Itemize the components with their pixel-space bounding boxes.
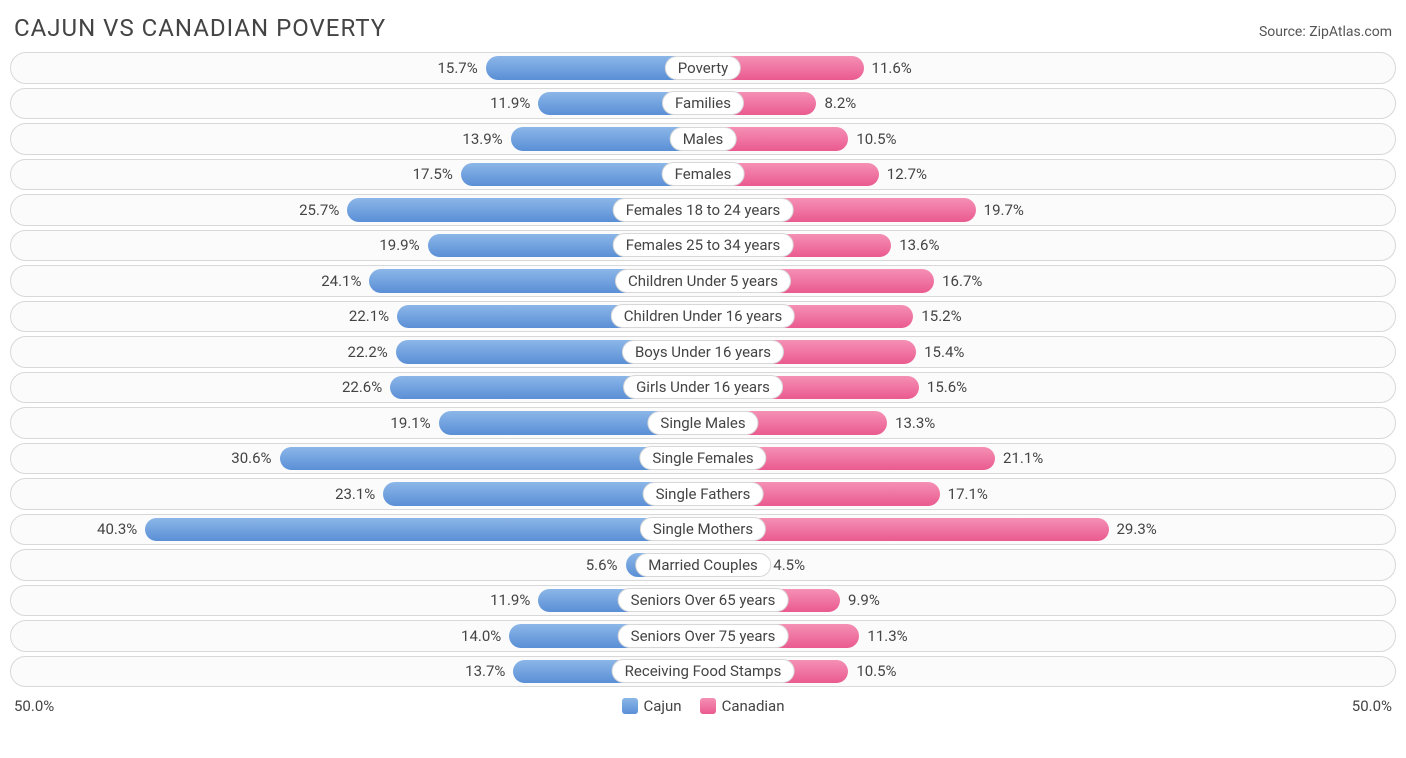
value-label-cajun: 5.6% [586, 550, 618, 580]
value-label-canadian: 21.1% [1003, 444, 1043, 474]
value-label-cajun: 19.1% [390, 408, 430, 438]
value-label-canadian: 19.7% [984, 195, 1024, 225]
value-label-canadian: 13.6% [899, 231, 939, 261]
chart-row: 19.1% 13.3% Single Males [10, 407, 1396, 439]
value-label-cajun: 23.1% [335, 479, 375, 509]
category-label: Single Females [639, 446, 766, 470]
category-label: Families [662, 91, 744, 115]
chart-header: CAJUN VS CANADIAN POVERTY Source: ZipAtl… [10, 14, 1396, 52]
value-label-cajun: 22.1% [349, 302, 389, 332]
chart-row: 5.6% 4.5%Married Couples [10, 549, 1396, 581]
chart-row: 24.1% 16.7% Children Under 5 years [10, 265, 1396, 297]
legend-item-canadian: Canadian [700, 697, 785, 715]
value-label-canadian: 15.4% [924, 337, 964, 367]
category-label: Single Mothers [640, 517, 766, 541]
chart-title: CAJUN VS CANADIAN POVERTY [14, 14, 386, 42]
value-label-canadian: 15.6% [927, 373, 967, 403]
chart-row: 25.7% 19.7% Females 18 to 24 years [10, 194, 1396, 226]
category-label: Females 25 to 34 years [613, 233, 794, 257]
chart-row: 13.9% 10.5% Males [10, 123, 1396, 155]
chart-row: 17.5% 12.7% Females [10, 159, 1396, 191]
value-label-canadian: 12.7% [887, 160, 927, 190]
legend-swatch-canadian [700, 698, 716, 714]
value-label-cajun: 22.2% [348, 337, 388, 367]
value-label-canadian: 4.5% [773, 550, 805, 580]
value-label-canadian: 9.9% [848, 586, 880, 616]
chart-row: 15.7% 11.6% Poverty [10, 52, 1396, 84]
category-label: Boys Under 16 years [622, 340, 784, 364]
value-label-canadian: 17.1% [948, 479, 988, 509]
category-label: Seniors Over 65 years [618, 588, 789, 612]
category-label: Receiving Food Stamps [612, 659, 795, 683]
value-label-cajun: 19.9% [379, 231, 419, 261]
value-label-cajun: 11.9% [490, 586, 530, 616]
category-label: Children Under 5 years [615, 269, 791, 293]
chart-row: 30.6% 21.1% Single Females [10, 443, 1396, 475]
category-label: Single Males [647, 411, 758, 435]
category-label: Single Fathers [643, 482, 764, 506]
chart-row: 22.6% 15.6% Girls Under 16 years [10, 372, 1396, 404]
chart-row: 14.0% 11.3% Seniors Over 75 years [10, 620, 1396, 652]
chart-source: Source: ZipAtlas.com [1259, 24, 1392, 40]
chart-row: 11.9% 9.9% Seniors Over 65 years [10, 585, 1396, 617]
value-label-canadian: 11.3% [867, 621, 907, 651]
value-label-cajun: 11.9% [490, 89, 530, 119]
category-label: Girls Under 16 years [623, 375, 783, 399]
value-label-canadian: 29.3% [1117, 515, 1157, 545]
chart-row: 19.9% 13.6% Females 25 to 34 years [10, 230, 1396, 262]
value-label-cajun: 15.7% [437, 53, 477, 83]
value-label-canadian: 13.3% [895, 408, 935, 438]
value-label-canadian: 16.7% [942, 266, 982, 296]
value-label-canadian: 10.5% [856, 124, 896, 154]
bar-cajun [145, 518, 703, 542]
chart-footer: 50.0% Cajun Canadian 50.0% [10, 691, 1396, 715]
value-label-cajun: 24.1% [321, 266, 361, 296]
value-label-canadian: 8.2% [824, 89, 856, 119]
chart-row: 13.7% 10.5% Receiving Food Stamps [10, 656, 1396, 688]
value-label-cajun: 13.9% [462, 124, 502, 154]
value-label-canadian: 10.5% [856, 657, 896, 687]
category-label: Males [670, 127, 737, 151]
axis-right-max: 50.0% [1352, 697, 1392, 715]
legend-label-cajun: Cajun [644, 697, 682, 715]
value-label-cajun: 25.7% [299, 195, 339, 225]
legend-swatch-cajun [622, 698, 638, 714]
category-label: Seniors Over 75 years [618, 624, 789, 648]
value-label-cajun: 14.0% [461, 621, 501, 651]
chart-row: 23.1% 17.1% Single Fathers [10, 478, 1396, 510]
value-label-cajun: 13.7% [465, 657, 505, 687]
legend-item-cajun: Cajun [622, 697, 682, 715]
chart-row: 22.2% 15.4% Boys Under 16 years [10, 336, 1396, 368]
value-label-cajun: 17.5% [413, 160, 453, 190]
axis-left-max: 50.0% [14, 697, 54, 715]
chart-row: 11.9% 8.2% Families [10, 88, 1396, 120]
value-label-cajun: 40.3% [97, 515, 137, 545]
category-label: Married Couples [635, 553, 771, 577]
legend-label-canadian: Canadian [722, 697, 785, 715]
category-label: Females 18 to 24 years [613, 198, 794, 222]
value-label-canadian: 11.6% [872, 53, 912, 83]
value-label-cajun: 22.6% [342, 373, 382, 403]
chart-row: 40.3% 29.3% Single Mothers [10, 514, 1396, 546]
diverging-bar-chart: 15.7%11.6%Poverty11.9%8.2%Families13.9%1… [10, 52, 1396, 687]
value-label-cajun: 30.6% [231, 444, 271, 474]
category-label: Females [662, 162, 745, 186]
category-label: Poverty [665, 56, 741, 80]
value-label-canadian: 15.2% [921, 302, 961, 332]
category-label: Children Under 16 years [611, 304, 795, 328]
chart-row: 22.1% 15.2% Children Under 16 years [10, 301, 1396, 333]
legend: Cajun Canadian [622, 697, 785, 715]
